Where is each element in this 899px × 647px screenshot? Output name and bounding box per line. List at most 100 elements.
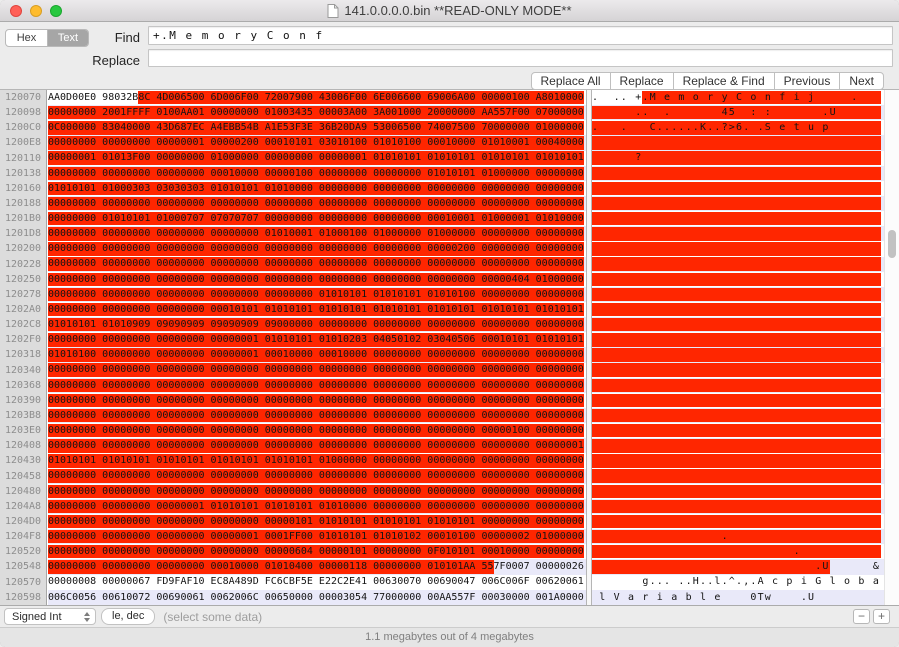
ascii-row[interactable] [592, 286, 884, 302]
hex-row[interactable]: 00000000 00000000 00000001 01010101 0101… [48, 498, 586, 514]
close-button[interactable] [10, 5, 22, 17]
selected-bytes: 00000001 01013F00 00000000 01000000 0000… [48, 151, 584, 165]
segment-text[interactable]: Text [47, 30, 88, 46]
titlebar[interactable]: 141.0.0.0.0.bin **READ-ONLY MODE** [0, 0, 899, 22]
ascii-row[interactable]: . . C......K..?>6. .S e t u p [592, 120, 884, 135]
hex-row[interactable]: 00000000 01010101 01000707 07070707 0000… [48, 211, 586, 226]
add-row-button[interactable]: + [873, 609, 890, 624]
hex-row[interactable]: 00000000 00000000 00000000 00000000 0000… [48, 438, 586, 454]
hex-row[interactable]: AA0D00E0 98032B 8C 4D006500 6D006F00 7200… [48, 90, 586, 105]
hex-row[interactable]: 00000000 00000000 00000000 00000000 0000… [48, 468, 586, 484]
hex-row[interactable]: 00000000 00000000 00000000 00000000 0000… [48, 241, 586, 256]
address-label: 120318 [4, 349, 42, 361]
ascii-row[interactable] [592, 317, 884, 333]
ascii-row[interactable] [592, 468, 884, 484]
hex-row[interactable]: 00000000 00000000 00000000 00000000 0000… [48, 256, 586, 272]
selected-bytes: 00000000 00000000 00000000 00000000 0000… [48, 393, 584, 408]
address-label: 120070 [4, 92, 42, 103]
ascii-row[interactable] [592, 226, 884, 242]
hex-row[interactable]: 00000000 00000000 00000000 00000000 0000… [48, 544, 586, 559]
address-label: 120548 [4, 561, 42, 573]
next-button[interactable]: Next [839, 72, 884, 90]
hex-row[interactable]: 00000000 00000000 00000000 00010000 0000… [48, 165, 586, 181]
hex-row[interactable]: 00000000 00000000 00000000 00010000 0101… [48, 559, 586, 575]
hex-row[interactable]: 01010101 01000303 03030303 01010101 0101… [48, 181, 586, 196]
hex-row[interactable]: 00000000 00000000 00000000 00000001 0001… [48, 529, 586, 545]
ascii-row[interactable] [592, 453, 884, 468]
hex-row[interactable]: 00000000 00000000 00000000 00000000 0000… [48, 407, 586, 424]
hex-row[interactable]: 00000000 00000000 00000000 00000000 0000… [48, 272, 586, 287]
ascii-row[interactable] [592, 363, 884, 378]
ascii-row[interactable]: .U & [592, 559, 884, 575]
hex-row[interactable]: 01010101 01010101 01010101 01010101 0101… [48, 453, 586, 468]
ascii-row[interactable] [592, 302, 884, 317]
hex-row[interactable]: 00000000 00000000 00000000 00000000 0000… [48, 393, 586, 408]
ascii-row[interactable] [592, 423, 884, 438]
hex-row[interactable]: 00000000 00000000 00000000 00000000 0101… [48, 226, 586, 242]
replace-button[interactable]: Replace [609, 72, 674, 90]
hex-row[interactable]: 00000001 01013F00 00000000 01000000 0000… [48, 151, 586, 166]
hex-row[interactable]: 00000000 00000000 00000001 00000200 0001… [48, 135, 586, 151]
hex-row[interactable]: 00000000 00000000 00000000 00000000 0000… [48, 484, 586, 499]
minimize-button[interactable] [30, 5, 42, 17]
ascii-row[interactable] [592, 438, 884, 454]
data-type-select[interactable]: Signed Int [4, 608, 96, 625]
ascii-row[interactable] [592, 347, 884, 363]
ascii-row[interactable] [592, 181, 884, 196]
ascii-row[interactable] [592, 332, 884, 347]
hex-pane[interactable]: AA0D00E0 98032B 8C 4D006500 6D006F00 7200… [48, 90, 586, 605]
ascii-row[interactable] [592, 484, 884, 499]
hex-row[interactable]: 00000000 00000000 00000000 00000000 0000… [48, 363, 586, 378]
ascii-row[interactable]: .. . 45 : : .U [592, 105, 884, 121]
selected-bytes [592, 136, 881, 150]
ascii-row[interactable] [592, 377, 884, 393]
ascii-row[interactable] [592, 211, 884, 226]
hex-row[interactable]: 00000000 00000000 00000000 00000000 0000… [48, 423, 586, 438]
hex-row[interactable]: 00000008 00000067 FD9FAF10 EC8A489D FC6C… [48, 575, 586, 590]
endianness-button[interactable]: le, dec [101, 608, 156, 625]
ascii-row[interactable] [592, 241, 884, 256]
title-area: 141.0.0.0.0.bin **READ-ONLY MODE** [327, 3, 572, 18]
ascii-row[interactable]: ? [592, 151, 884, 166]
ascii-row[interactable]: . .. + .M e m o r y C o n f i j . [592, 90, 884, 105]
remove-row-button[interactable]: − [853, 609, 870, 624]
hex-row[interactable]: 00000000 00000000 00000000 00000000 0000… [48, 514, 586, 529]
previous-button[interactable]: Previous [773, 72, 841, 90]
hex-row[interactable]: 00000000 00000000 00000000 00010101 0101… [48, 302, 586, 317]
ascii-row[interactable] [592, 393, 884, 408]
hex-row[interactable]: 00000000 00000000 00000000 00000000 0000… [48, 377, 586, 393]
ascii-row[interactable] [592, 195, 884, 212]
find-input[interactable] [148, 26, 893, 45]
hex-row[interactable]: 01010100 00000000 00000000 00000001 0001… [48, 347, 586, 363]
replace-all-button[interactable]: Replace All [530, 72, 611, 90]
address-label: 120598 [4, 591, 42, 603]
ascii-row[interactable]: l V a r i a b l e 0Tw .U [592, 589, 884, 605]
ascii-row[interactable]: . [592, 544, 884, 559]
hex-row[interactable]: 00000000 2001FFFF 0100AA01 00000000 0100… [48, 105, 586, 121]
status-text: 1.1 megabytes out of 4 megabytes [365, 631, 534, 643]
replace-input[interactable] [148, 49, 893, 67]
ascii-row[interactable] [592, 514, 884, 529]
ascii-row[interactable] [592, 165, 884, 181]
vertical-scrollbar[interactable] [884, 90, 899, 605]
hex-row[interactable]: 0C000000 83040000 43D687EC A4EBB54B A1E5… [48, 120, 586, 135]
zoom-window-button[interactable] [50, 5, 62, 17]
ascii-row[interactable] [592, 407, 884, 424]
ascii-pane[interactable]: . .. + .M e m o r y C o n f i j . .. . 45… [592, 90, 884, 605]
hex-row[interactable]: 006C0056 00610072 00690061 0062006C 0065… [48, 589, 586, 605]
hex-row[interactable]: 00000000 00000000 00000000 00000001 0101… [48, 332, 586, 347]
replace-find-button[interactable]: Replace & Find [672, 72, 775, 90]
scrollbar-thumb[interactable] [888, 230, 896, 258]
ascii-row[interactable] [592, 498, 884, 514]
ascii-row[interactable]: . [592, 529, 884, 545]
ascii-row[interactable] [592, 272, 884, 287]
find-replace-bar: Hex Text Find Replace Replace AllReplace… [0, 22, 899, 90]
segment-hex[interactable]: Hex [16, 32, 37, 44]
hex-row[interactable]: 01010101 01010909 09090909 09090909 0900… [48, 317, 586, 333]
ascii-row[interactable]: g... ..H..l.^.,.A c p i G l o b a [592, 575, 884, 590]
ascii-row[interactable] [592, 135, 884, 151]
ascii-row[interactable] [592, 256, 884, 272]
hex-row[interactable]: 00000000 00000000 00000000 00000000 0000… [48, 286, 586, 302]
hex-row[interactable]: 00000000 00000000 00000000 00000000 0000… [48, 195, 586, 212]
selected-bytes: 00000000 00000000 00000000 00010000 0101… [48, 560, 494, 574]
